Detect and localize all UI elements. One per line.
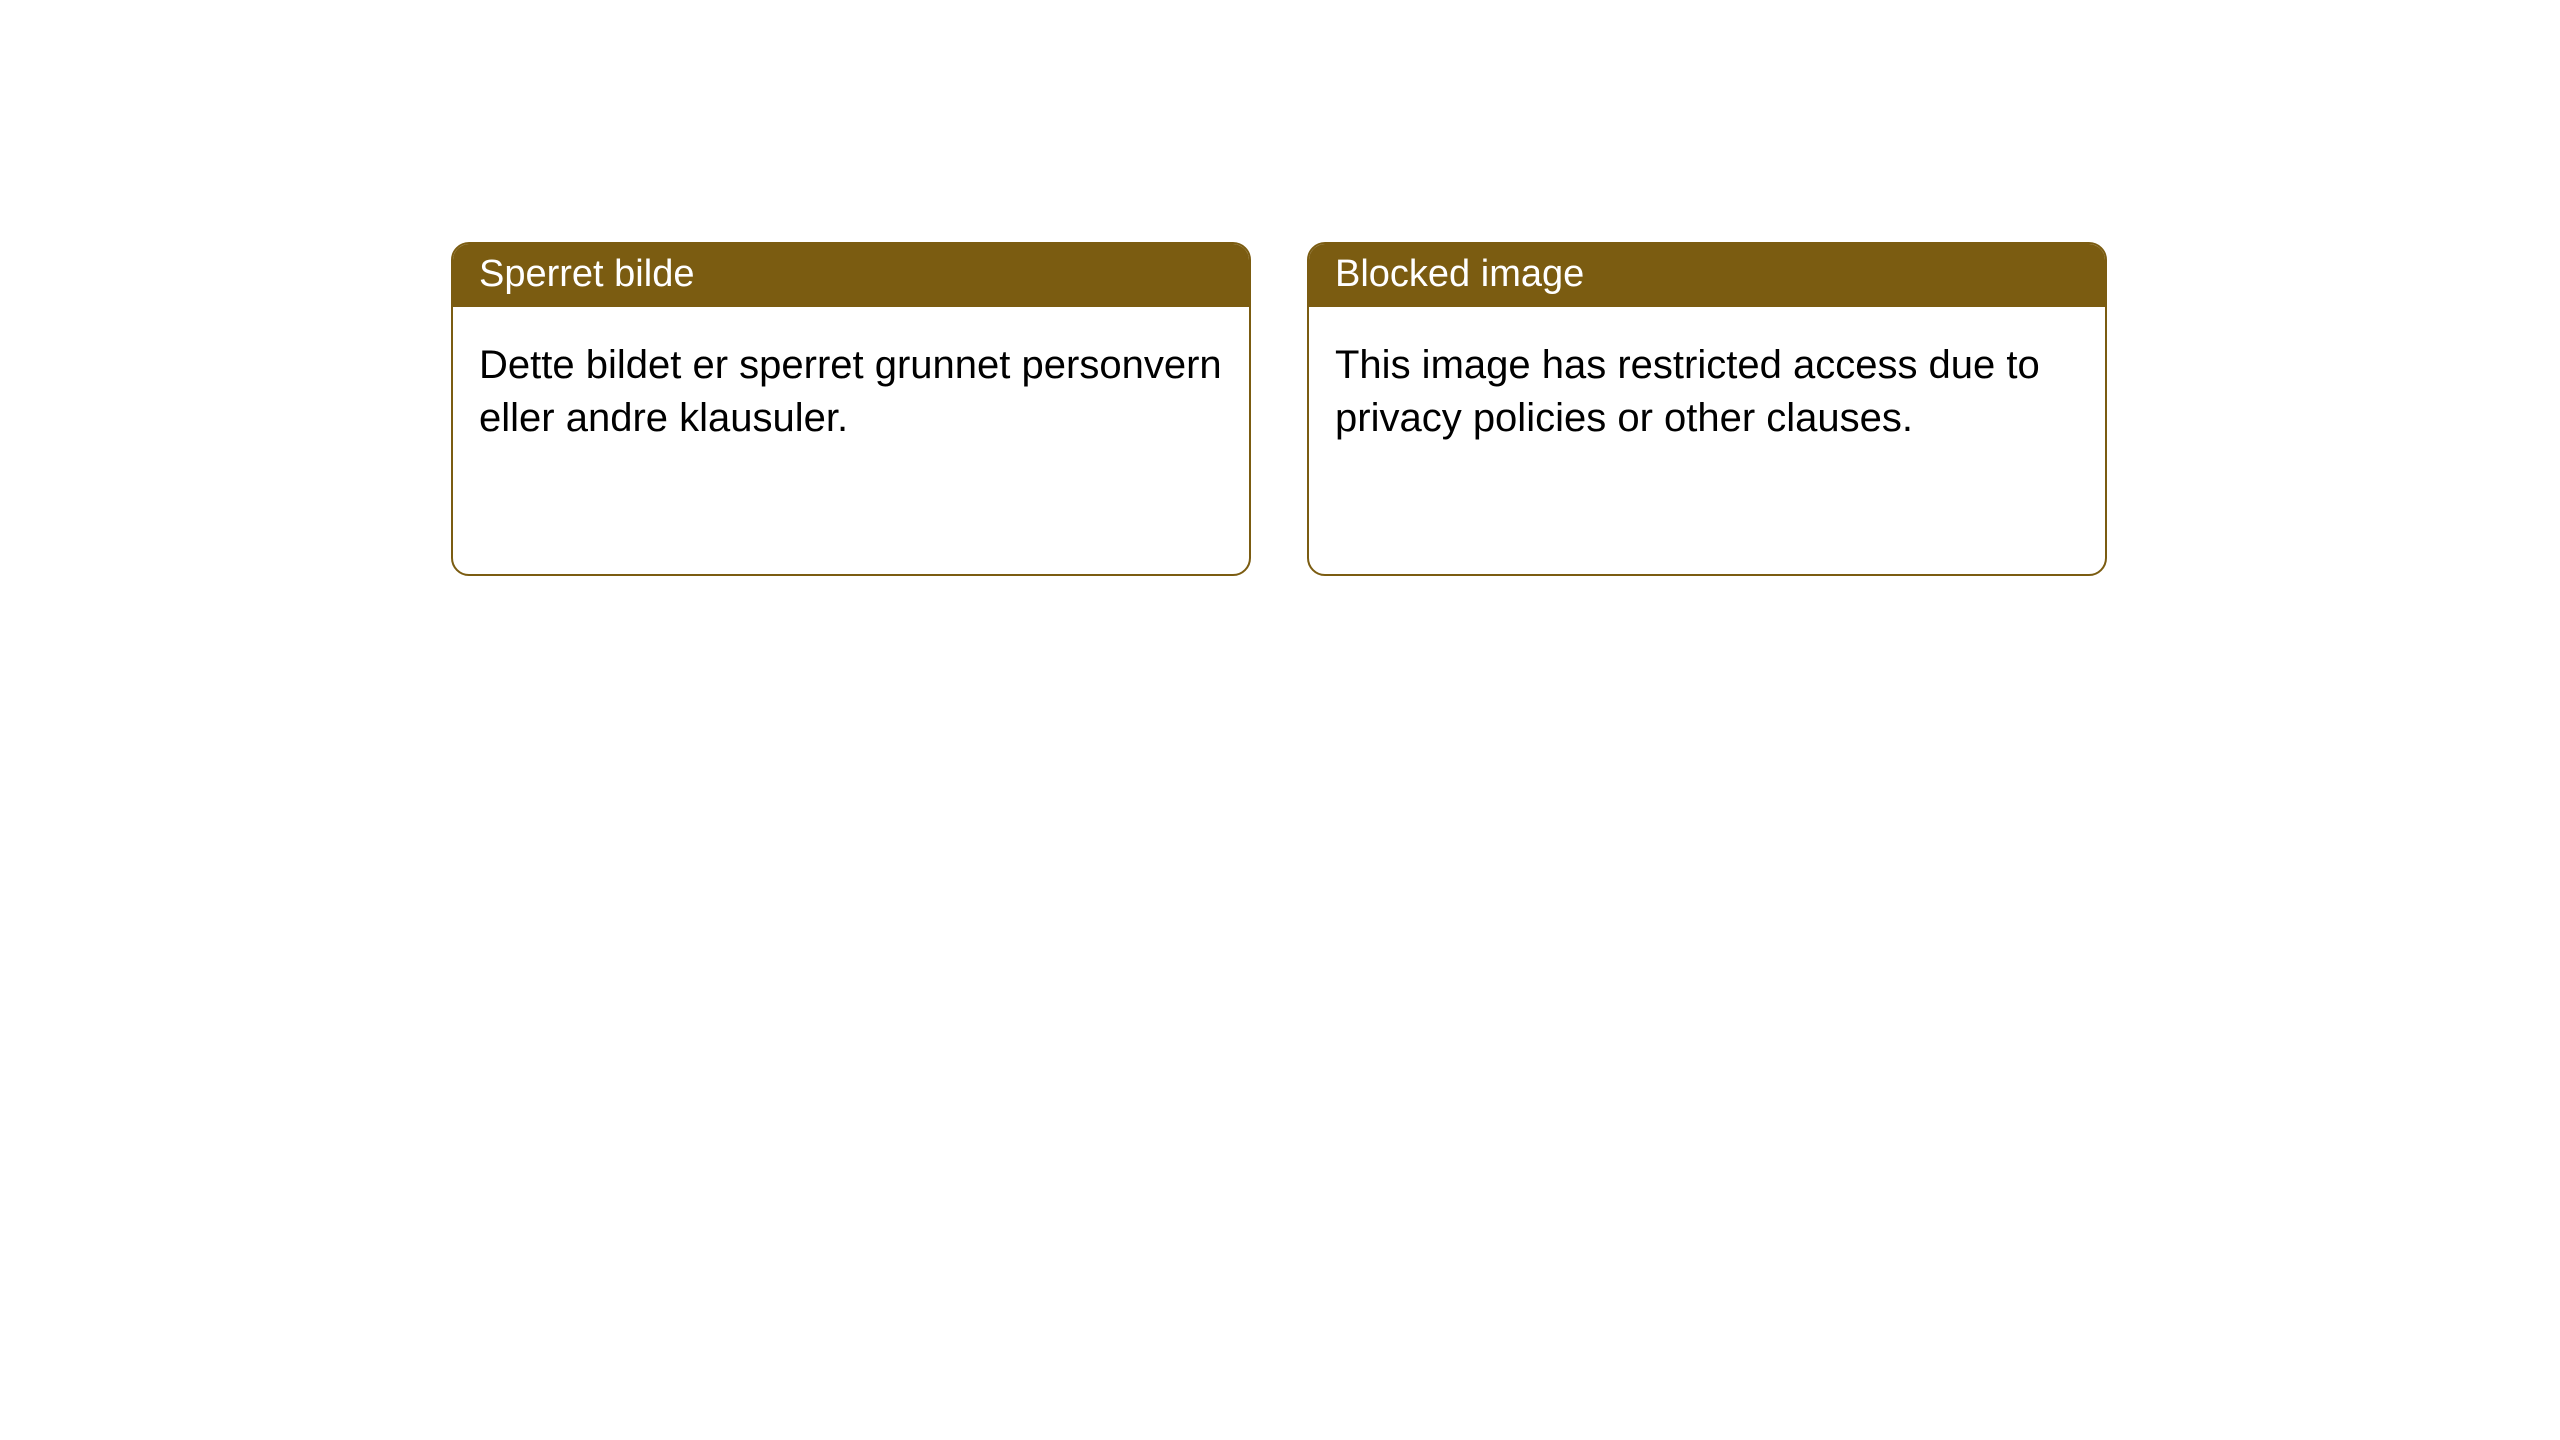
notice-card-body: This image has restricted access due to … <box>1309 307 2105 471</box>
notice-card-title: Sperret bilde <box>453 244 1249 307</box>
notice-card-title: Blocked image <box>1309 244 2105 307</box>
notice-card-en: Blocked image This image has restricted … <box>1307 242 2107 576</box>
notice-card-container: Sperret bilde Dette bildet er sperret gr… <box>451 242 2107 576</box>
notice-card-no: Sperret bilde Dette bildet er sperret gr… <box>451 242 1251 576</box>
notice-card-body: Dette bildet er sperret grunnet personve… <box>453 307 1249 471</box>
